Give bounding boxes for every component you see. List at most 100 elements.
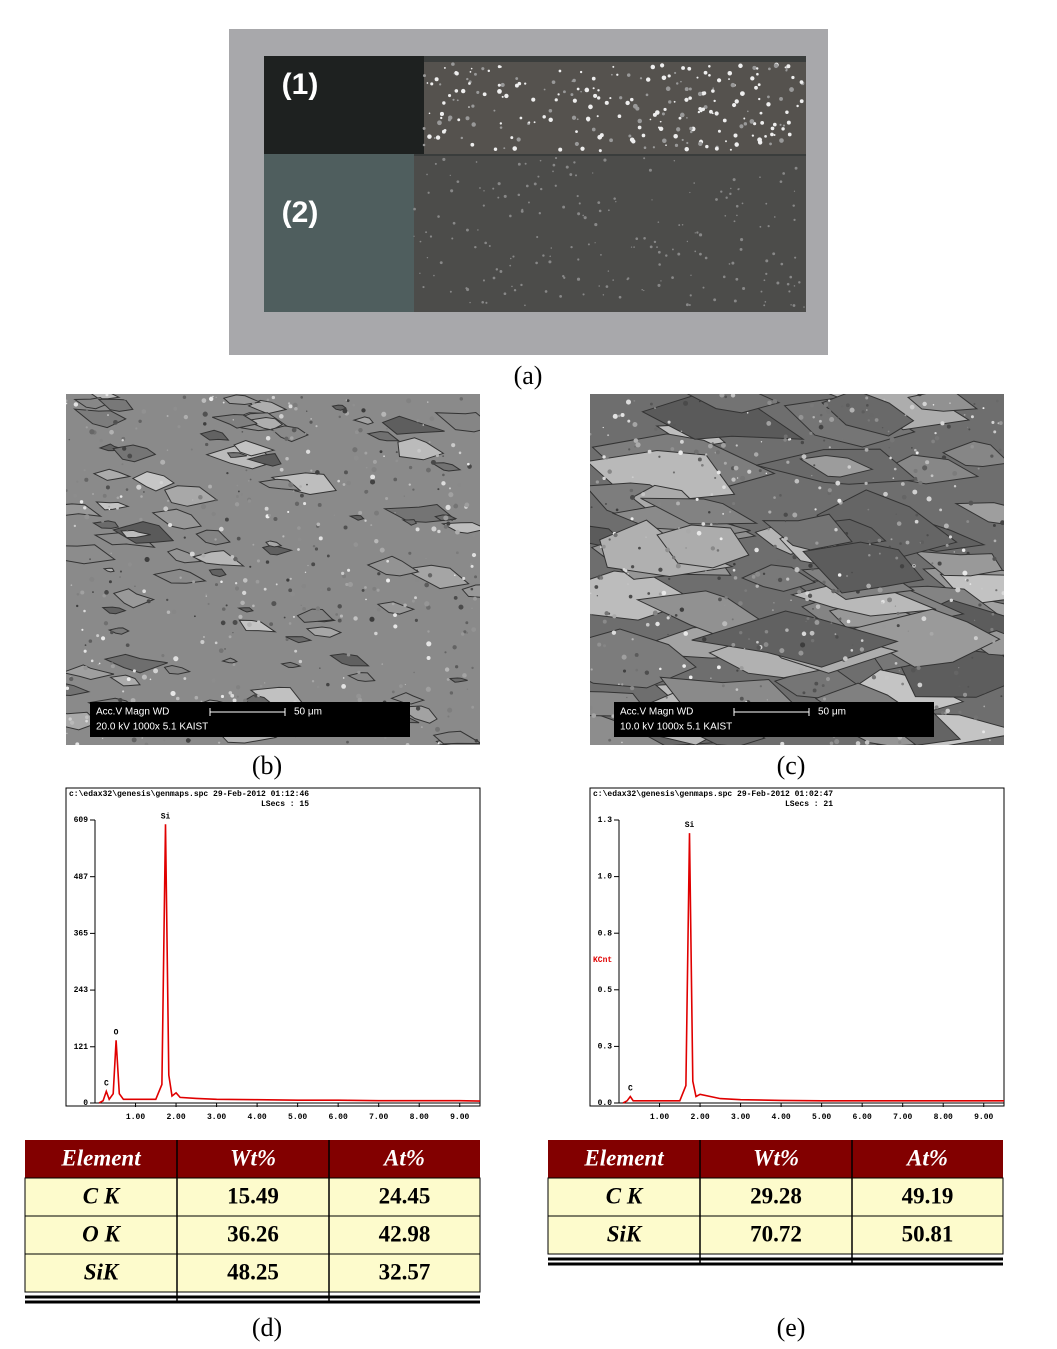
particle	[893, 467, 897, 471]
speck	[607, 270, 610, 272]
caption: (b)	[252, 751, 282, 780]
spectrum-subtitle: LSecs : 21	[785, 800, 833, 809]
particle	[287, 402, 291, 405]
sparkle	[686, 117, 688, 119]
particle	[370, 479, 376, 485]
particle	[214, 538, 217, 541]
particle	[347, 581, 353, 588]
particle	[896, 611, 900, 615]
particle	[867, 419, 871, 422]
particle	[376, 588, 380, 592]
particle	[967, 685, 970, 688]
particle	[739, 696, 744, 701]
y-tick-label: 609	[74, 816, 89, 825]
sparkle	[579, 70, 583, 74]
particle	[105, 485, 110, 490]
particle	[825, 676, 831, 682]
particle	[462, 576, 466, 580]
particle	[714, 476, 717, 479]
speck	[442, 157, 446, 162]
speck	[552, 163, 556, 167]
particle	[449, 691, 454, 695]
speck	[511, 285, 513, 288]
particle	[326, 587, 331, 592]
sparkle	[781, 127, 785, 131]
particle	[182, 395, 187, 399]
particle	[236, 536, 241, 541]
particle	[995, 589, 998, 592]
particle	[962, 692, 968, 697]
particle	[877, 538, 882, 543]
particle	[971, 656, 974, 659]
sparkle	[747, 110, 749, 113]
particle	[110, 630, 114, 635]
particle	[841, 437, 844, 440]
particle	[471, 705, 475, 709]
particle	[220, 694, 225, 699]
speck	[788, 290, 791, 293]
sparkle	[665, 144, 667, 146]
particle	[631, 476, 634, 479]
particle	[459, 397, 464, 401]
particle	[89, 576, 95, 582]
particle	[113, 419, 118, 425]
particle	[166, 415, 169, 417]
sparkle	[470, 142, 475, 147]
speck	[773, 216, 776, 218]
speck	[690, 274, 692, 276]
sparkle	[743, 122, 748, 126]
grain	[432, 730, 480, 745]
particle	[604, 611, 609, 616]
particle	[113, 416, 116, 418]
speck	[660, 280, 662, 282]
particle	[471, 552, 477, 558]
speck	[742, 286, 746, 291]
particle	[307, 564, 309, 567]
particle	[779, 494, 782, 497]
particle	[252, 604, 255, 608]
particle	[141, 409, 147, 414]
particle	[888, 446, 891, 449]
speck	[603, 158, 607, 162]
particle	[315, 606, 321, 612]
particle	[768, 510, 772, 514]
particle	[630, 517, 634, 521]
particle	[596, 595, 598, 597]
particle	[887, 597, 893, 603]
sem-info: Acc.V Magn WD	[96, 707, 169, 718]
particle	[998, 421, 1003, 425]
speck	[657, 283, 661, 287]
sparkle	[661, 75, 667, 81]
particle	[652, 610, 658, 616]
particle	[716, 665, 721, 670]
speck	[536, 235, 539, 239]
particle	[607, 434, 610, 437]
particle	[425, 686, 431, 692]
particle	[300, 493, 304, 498]
cell: 15.49	[227, 1183, 279, 1208]
particle	[125, 643, 130, 648]
particle	[279, 467, 284, 472]
particle	[735, 688, 739, 691]
speck	[524, 304, 526, 307]
particle	[754, 547, 759, 553]
speck	[767, 225, 770, 228]
particle	[958, 710, 962, 714]
speck	[492, 276, 496, 280]
particle	[941, 533, 946, 539]
sparkle	[673, 100, 676, 103]
speck	[520, 209, 524, 213]
particle	[801, 454, 807, 460]
sparkle	[661, 112, 665, 116]
particle	[627, 572, 630, 575]
particle	[268, 541, 270, 543]
sparkle	[493, 147, 498, 151]
grain	[109, 674, 141, 687]
particle	[635, 442, 641, 448]
grain	[222, 394, 262, 406]
sparkle	[786, 120, 791, 125]
speck	[699, 252, 702, 256]
particle	[898, 740, 902, 745]
y-tick-label: 0.5	[598, 986, 613, 995]
particle	[864, 481, 868, 486]
